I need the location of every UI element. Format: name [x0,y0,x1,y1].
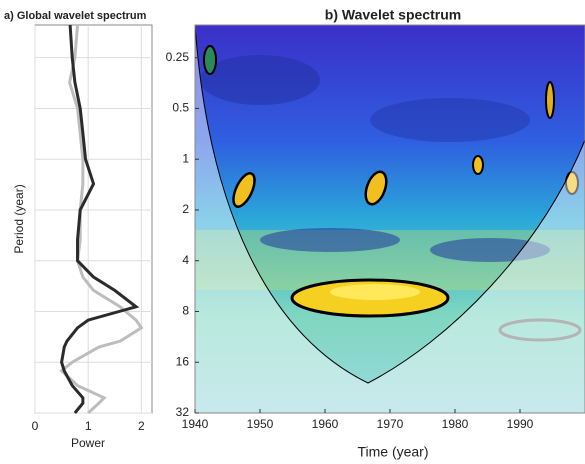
plot-frame [34,24,153,414]
y-tick-label: 0.5 [172,101,189,115]
y-tick-label: 1 [182,151,189,165]
y-tick-label: 16 [176,354,190,368]
x-tick-label: 1950 [247,417,274,431]
y-tick-label: 0.25 [166,50,190,64]
x-tick-label: 1 [85,419,92,433]
y-tick-label: 4 [182,253,189,267]
x-tick-label: 1960 [312,417,339,431]
y-axis-title: Period (year) [12,184,26,253]
x-tick-label: 1990 [507,417,534,431]
x-tick-label: 0 [32,419,39,433]
y-tick-label: 8 [182,304,189,318]
x-tick-label: 1940 [182,417,209,431]
x-tick-label: 1980 [442,417,469,431]
y-tick-label: 32 [176,405,190,419]
panel-title: a) Global wavelet spectrum [4,10,147,22]
spectrum-line [60,24,140,414]
y-tick-label: 2 [182,202,189,216]
x-tick-label: 1970 [377,417,404,431]
wavelet-image [195,25,585,413]
x-axis-title: Time (year) [357,444,428,460]
x-axis-title: Power [71,436,105,450]
panel-title: b) Wavelet spectrum [325,7,461,23]
x-tick-label: 2 [138,419,145,433]
